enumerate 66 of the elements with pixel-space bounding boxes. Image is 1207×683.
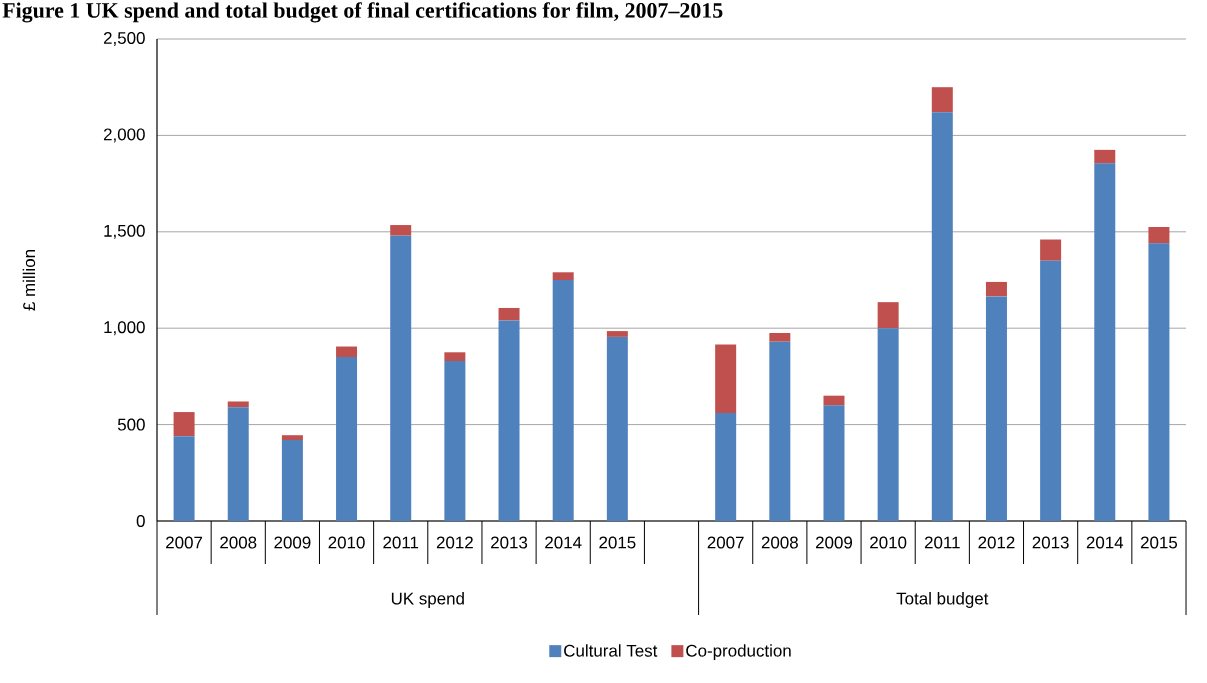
bar: [281, 435, 303, 441]
x-tick-label: 2008: [761, 536, 798, 549]
bar: [1040, 239, 1062, 261]
bar: [227, 401, 249, 408]
bar: [985, 296, 1007, 521]
x-tick-label: 2007: [166, 536, 203, 549]
y-tick-label: 0: [136, 515, 145, 527]
bar: [769, 333, 791, 342]
bar: [336, 357, 358, 521]
bar: [173, 436, 195, 521]
x-tick-label: 2014: [1086, 536, 1124, 549]
bar: [390, 235, 412, 521]
chart-title: Figure 1 UK spend and total budget of final certifications for film, 2007–2015: [2, 2, 723, 23]
y-tick-label: 500: [117, 418, 145, 431]
y-tick-label: 2,000: [103, 128, 145, 143]
bar: [390, 225, 412, 236]
bar: [227, 407, 249, 521]
bar: [823, 395, 845, 406]
bar: [336, 346, 358, 358]
x-tick-label: 2010: [870, 536, 907, 549]
bar: [173, 412, 195, 437]
x-tick-label: 2014: [545, 536, 582, 549]
bar: [823, 405, 845, 521]
bar: [715, 413, 737, 521]
x-tick-label: 2007: [707, 536, 744, 549]
x-tick-label: 2012: [436, 536, 473, 549]
bar: [1148, 226, 1170, 244]
y-tick-label: 1,000: [104, 321, 145, 336]
x-tick-label: 2011: [924, 536, 960, 549]
text: Total budget: [896, 592, 989, 608]
bar: [1148, 243, 1170, 521]
bar: [1094, 149, 1116, 164]
bar: [877, 302, 899, 329]
bar: [444, 360, 466, 521]
y-tick-label: 1,500: [104, 224, 145, 239]
bar: [498, 307, 520, 321]
bar: [444, 352, 466, 361]
y-tick-label: 2,500: [103, 32, 145, 46]
x-tick-label: 2012: [978, 536, 1015, 549]
x-tick-label: 2015: [599, 536, 636, 549]
bar: [715, 344, 737, 414]
bar: [606, 336, 628, 521]
y-axis-title: £ million: [22, 250, 36, 311]
bar: [877, 328, 899, 521]
bar: [281, 440, 303, 521]
x-tick-label: 2008: [220, 536, 257, 549]
x-tick-label: 2009: [816, 536, 853, 549]
bar: [552, 272, 574, 280]
text: UK spend: [391, 592, 464, 608]
bar: [498, 320, 520, 521]
bar: [1040, 260, 1062, 521]
bar: [1094, 163, 1116, 521]
bar: [931, 112, 953, 521]
legend-label: Co-production: [686, 644, 791, 661]
bar: [985, 281, 1007, 297]
bar: [931, 87, 953, 113]
x-tick-label: 2010: [328, 536, 365, 549]
x-tick-label: 2009: [274, 536, 311, 549]
x-tick-label: 2013: [491, 536, 528, 549]
x-tick-label: 2013: [1032, 536, 1069, 549]
x-tick-label: 2011: [383, 536, 419, 549]
legend-label: Cultural Test: [564, 644, 658, 657]
bar: [552, 280, 574, 521]
bar: [769, 341, 791, 521]
x-tick-label: 2015: [1140, 536, 1178, 549]
bar: [606, 331, 628, 337]
